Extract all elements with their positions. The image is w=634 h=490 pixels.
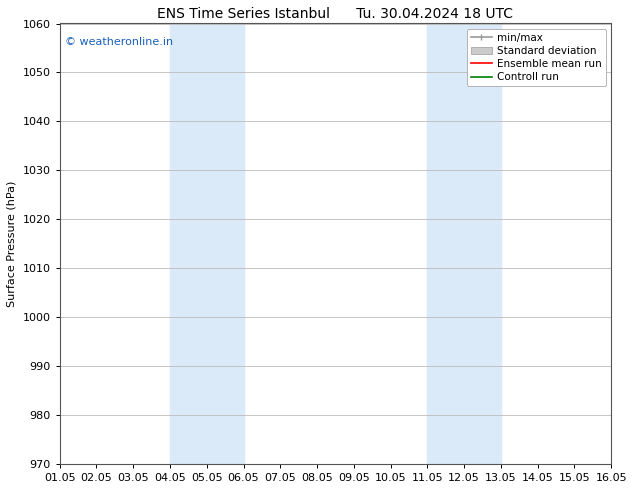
Legend: min/max, Standard deviation, Ensemble mean run, Controll run: min/max, Standard deviation, Ensemble me… xyxy=(467,29,606,86)
Bar xyxy=(170,24,243,464)
Bar xyxy=(427,24,501,464)
Text: © weatheronline.in: © weatheronline.in xyxy=(65,37,173,47)
Title: ENS Time Series Istanbul      Tu. 30.04.2024 18 UTC: ENS Time Series Istanbul Tu. 30.04.2024 … xyxy=(157,7,514,21)
Y-axis label: Surface Pressure (hPa): Surface Pressure (hPa) xyxy=(7,181,17,307)
